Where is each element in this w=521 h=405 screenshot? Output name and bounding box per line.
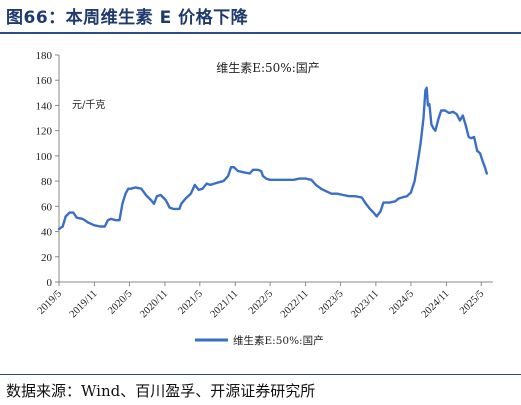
y-tick-label: 120: [36, 126, 53, 138]
legend-label: 维生素E:50%:国产: [233, 334, 324, 347]
source-rule: [0, 374, 521, 375]
y-tick-label: 160: [36, 75, 53, 87]
series-line-0: [57, 86, 488, 231]
chart-legend: 维生素E:50%:国产: [195, 334, 324, 347]
x-tick-label: 2023/11: [349, 288, 381, 320]
x-tick-label: 2024/5: [388, 288, 416, 316]
x-tick-label: 2019/5: [36, 288, 64, 316]
y-tick-label: 20: [41, 252, 53, 264]
chart-axes: [55, 54, 493, 286]
figure-title: 图66：本周维生素 E 价格下降: [6, 8, 249, 28]
chart-series: [57, 86, 488, 231]
x-tick-label: 2020/11: [138, 288, 170, 320]
x-tick-label: 2022/11: [279, 288, 311, 320]
y-tick-label: 140: [36, 100, 53, 112]
title-rule: [0, 32, 521, 34]
x-tick-label: 2022/5: [247, 288, 275, 316]
x-tick-label: 2025/5: [458, 288, 486, 316]
y-tick-label: 60: [41, 201, 53, 213]
x-tick-label: 2019/11: [68, 288, 100, 320]
x-tick-label: 2021/5: [177, 288, 205, 316]
x-tick-label: 2021/11: [209, 288, 241, 320]
x-tick-label: 2020/5: [106, 288, 134, 316]
y-tick-label: 40: [41, 227, 53, 239]
source-note: 数据来源：Wind、百川盈孚、开源证券研究所: [6, 382, 316, 400]
y-tick-label: 80: [41, 176, 53, 188]
chart-title: 维生素E:50%:国产: [216, 61, 320, 75]
y-tick-label: 180: [36, 50, 53, 62]
y-tick-label: 100: [36, 151, 53, 163]
y-tick-label: 0: [47, 277, 53, 289]
x-tick-label: 2023/5: [317, 288, 345, 316]
y-axis-unit-label: 元/千克: [72, 99, 105, 111]
x-tick-label: 2024/11: [420, 288, 452, 320]
